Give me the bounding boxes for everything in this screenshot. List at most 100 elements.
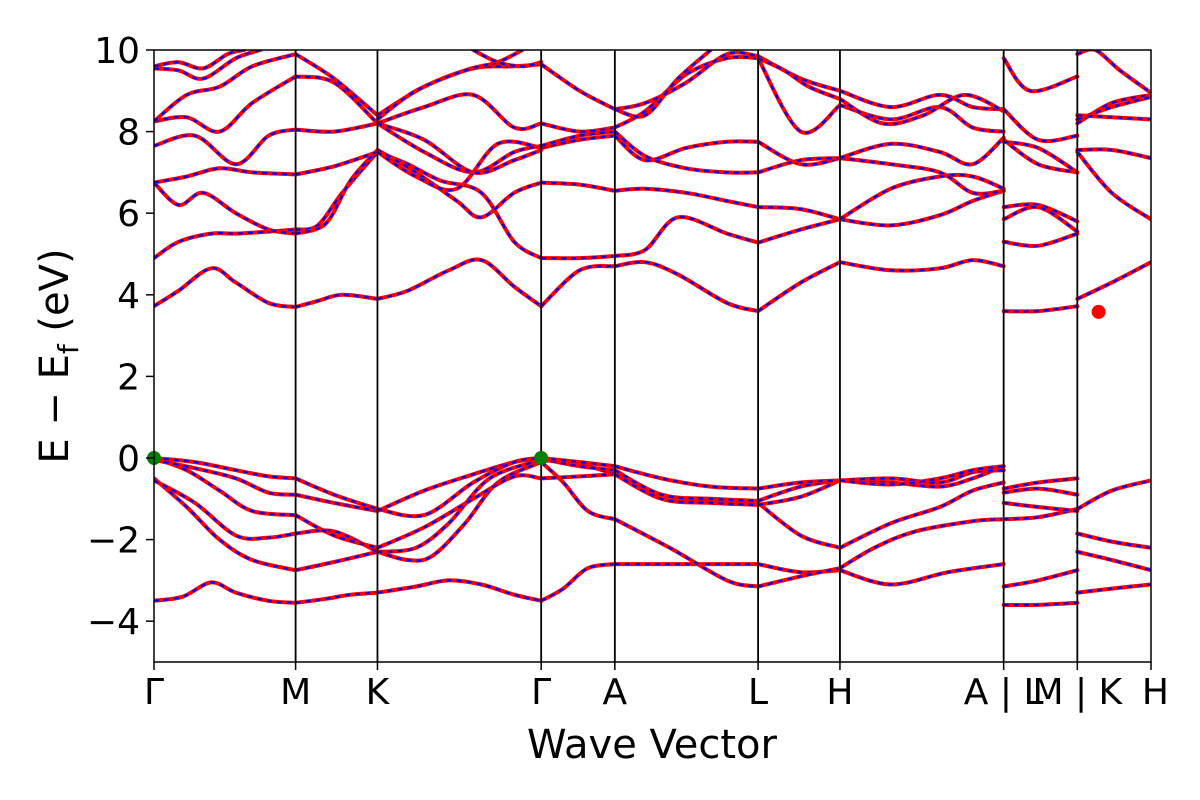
band-line-overlay-26 [757, 479, 841, 506]
band-line-overlay-122 [1077, 114, 1151, 121]
band-line-overlay-106 [1003, 232, 1078, 248]
band-line-overlay-54 [757, 218, 841, 244]
band-line-overlay-74 [614, 130, 759, 174]
plot-frame [153, 49, 1152, 663]
band-line-49 [154, 227, 298, 261]
band-line-overlay-53 [614, 215, 759, 258]
band-line-overlay-65 [376, 140, 542, 192]
band-line-overlay-99 [1003, 601, 1078, 607]
x-axis-ticks: Γ M K Γ A L H A | LM | K H [144, 662, 1169, 713]
band-line-108 [1001, 204, 1080, 234]
band-line-overlay-77 [154, 75, 297, 133]
band-line-overlay-46 [614, 260, 759, 313]
band-line-overlay-71 [295, 122, 378, 133]
band-line-overlay-28 [154, 458, 296, 496]
band-line-overlay-11 [614, 518, 759, 588]
y-tick-label-0: −4 [87, 602, 140, 643]
band-line-overlay-82 [757, 57, 841, 134]
band-line-16 [375, 458, 544, 554]
band-line-73 [539, 129, 617, 148]
band-line-overlay-113 [1077, 583, 1151, 594]
band-line-overlay-94 [376, 50, 523, 121]
band-line-overlay-0 [154, 581, 296, 604]
band-line-overlay-120 [1076, 93, 1151, 125]
band-line-overlay-90 [839, 89, 1004, 111]
band-line-overlay-40 [757, 479, 840, 490]
band-line-overlay-45 [540, 264, 615, 308]
y-axis-ticks: −4 −2 0 2 4 6 8 10 [87, 31, 154, 643]
band-line-overlay-116 [1076, 479, 1151, 510]
band-line-overlay-55 [839, 189, 1005, 227]
band-line-overlay-119 [1077, 148, 1151, 160]
band-line-112 [1001, 107, 1080, 144]
band-line-overlay-56 [154, 181, 296, 235]
band-line-overlay-92 [154, 50, 245, 70]
band-line-overlay-36 [295, 477, 378, 511]
y-tick-label-5: 6 [117, 194, 140, 235]
band-line-overlay-61 [758, 206, 841, 221]
band-line-60 [612, 186, 761, 210]
band-line-84 [154, 52, 298, 124]
band-line-overlay-75 [757, 157, 840, 174]
band-line-111 [1001, 56, 1080, 94]
band-line-overlay-112 [1002, 108, 1078, 143]
band-line-116 [1075, 478, 1151, 511]
band-line-overlay-48 [839, 258, 1004, 272]
band-line-overlay-78 [295, 75, 379, 125]
band-line-overlay-8 [295, 550, 378, 572]
k-point-lines [294, 50, 1079, 662]
band-line-overlay-58 [376, 149, 542, 219]
y-tick-label-3: 2 [117, 357, 140, 398]
band-line-overlay-108 [1003, 205, 1078, 233]
band-line-overlay-50 [295, 151, 379, 231]
band-line-overlay-20 [839, 481, 1004, 549]
band-line-overlay-30 [377, 457, 542, 513]
bands-layer [154, 50, 1151, 608]
x-tick-label-4: A [603, 672, 628, 713]
band-line-15 [293, 528, 380, 554]
band-line-overlay-23 [377, 474, 542, 549]
band-line-overlay-79 [377, 93, 542, 131]
y-tick-label-4: 4 [117, 276, 140, 317]
band-line-56 [154, 180, 298, 236]
band-line-overlay-87 [540, 63, 616, 111]
band-line-overlay-96 [614, 50, 712, 118]
band-line-overlay-12 [757, 567, 841, 588]
band-line-19 [756, 500, 842, 550]
band-line-overlay-19 [757, 502, 841, 549]
band-line-overlay-43 [295, 293, 378, 309]
band-line-overlay-39 [614, 465, 759, 490]
band-line-115 [1075, 531, 1151, 550]
x-axis-title: Wave Vector [527, 722, 778, 768]
band-line-overlay-98 [839, 93, 1005, 126]
x-tick-label-9: H [1142, 672, 1169, 713]
band-line-11 [612, 517, 761, 589]
x-tick-label-6: H [826, 672, 853, 713]
cbm-marker-0 [1091, 304, 1106, 319]
band-line-overlay-111 [1002, 57, 1078, 93]
band-line-94 [375, 50, 525, 122]
band-line-overlay-62 [839, 173, 1005, 221]
x-tick-label-1: M [280, 672, 311, 713]
band-line-2 [375, 578, 544, 603]
band-line-overlay-6 [839, 563, 1004, 586]
band-line-overlay-72 [376, 122, 542, 174]
band-line-overlay-91 [154, 50, 261, 80]
y-tick-label-1: −2 [87, 521, 140, 562]
band-line-overlay-47 [757, 261, 841, 313]
band-line-overlay-32 [614, 469, 759, 502]
band-line-overlay-93 [377, 122, 542, 175]
band-line-overlay-118 [1076, 151, 1151, 221]
band-line-20 [837, 480, 1006, 550]
band-line-overlay-63 [154, 167, 296, 184]
band-line-0 [154, 580, 298, 605]
band-line-overlay-10 [540, 461, 616, 521]
x-tick-label-2: K [366, 672, 391, 713]
band-line-overlay-25 [614, 473, 759, 506]
band-line-overlay-95 [472, 50, 542, 68]
band-line-24 [539, 472, 617, 481]
band-line-overlay-1 [295, 591, 378, 604]
band-line-overlay-117 [1076, 261, 1151, 300]
band-line-overlay-101 [1003, 507, 1078, 521]
band-line-14 [154, 478, 298, 541]
